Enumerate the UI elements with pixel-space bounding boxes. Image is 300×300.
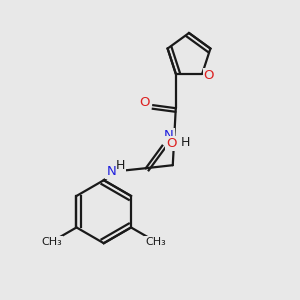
Text: N: N [106,165,116,178]
Text: N: N [164,129,174,142]
Text: CH₃: CH₃ [41,237,62,247]
Text: CH₃: CH₃ [146,237,166,247]
Text: O: O [204,69,214,82]
Text: O: O [140,96,150,109]
Text: H: H [181,136,190,148]
Text: O: O [166,137,176,150]
Text: H: H [116,159,125,172]
